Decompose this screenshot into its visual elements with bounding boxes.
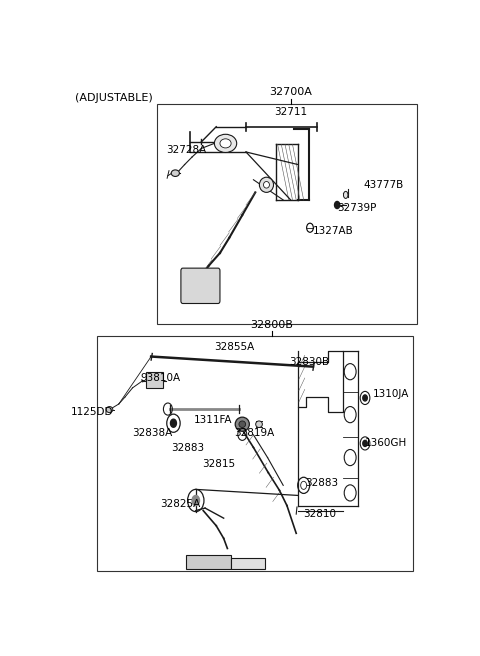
Ellipse shape [106,407,113,413]
Text: 32825A: 32825A [160,499,200,509]
Text: (ADJUSTABLE): (ADJUSTABLE) [75,93,153,103]
Ellipse shape [259,177,274,192]
Text: 1125DD: 1125DD [71,407,114,417]
Text: 32700A: 32700A [269,87,312,97]
Text: 1310JA: 1310JA [372,390,409,400]
Text: 93810A: 93810A [140,373,180,382]
Circle shape [363,440,367,447]
Text: 32800B: 32800B [251,319,293,330]
Ellipse shape [344,192,348,198]
Ellipse shape [239,421,246,428]
Bar [97,337,413,571]
Text: 1311FA: 1311FA [194,415,232,424]
Text: 32815: 32815 [203,459,236,468]
Text: 32883: 32883 [171,443,204,453]
Circle shape [170,419,177,427]
Text: 32830B: 32830B [289,357,329,367]
Circle shape [335,201,340,209]
Ellipse shape [171,170,180,176]
Circle shape [363,395,367,401]
Text: 32819A: 32819A [234,428,275,438]
Text: 1327AB: 1327AB [313,226,354,236]
Text: 32711: 32711 [274,106,307,117]
Ellipse shape [215,134,237,152]
Bar [156,104,417,323]
Text: 32838A: 32838A [132,428,173,438]
Ellipse shape [256,421,263,428]
FancyBboxPatch shape [181,268,220,304]
Circle shape [192,495,200,506]
Polygon shape [231,558,264,569]
Ellipse shape [264,182,269,188]
Text: 32855A: 32855A [215,342,254,352]
Text: 32810: 32810 [303,509,336,519]
Polygon shape [186,555,231,569]
Text: 1360GH: 1360GH [365,438,408,449]
Text: 32883: 32883 [305,478,339,488]
Text: 32728A: 32728A [166,146,206,155]
Text: 32739P: 32739P [337,203,376,213]
Ellipse shape [235,417,249,431]
Ellipse shape [220,139,231,148]
Text: 43777B: 43777B [363,180,403,190]
Bar [145,372,163,388]
